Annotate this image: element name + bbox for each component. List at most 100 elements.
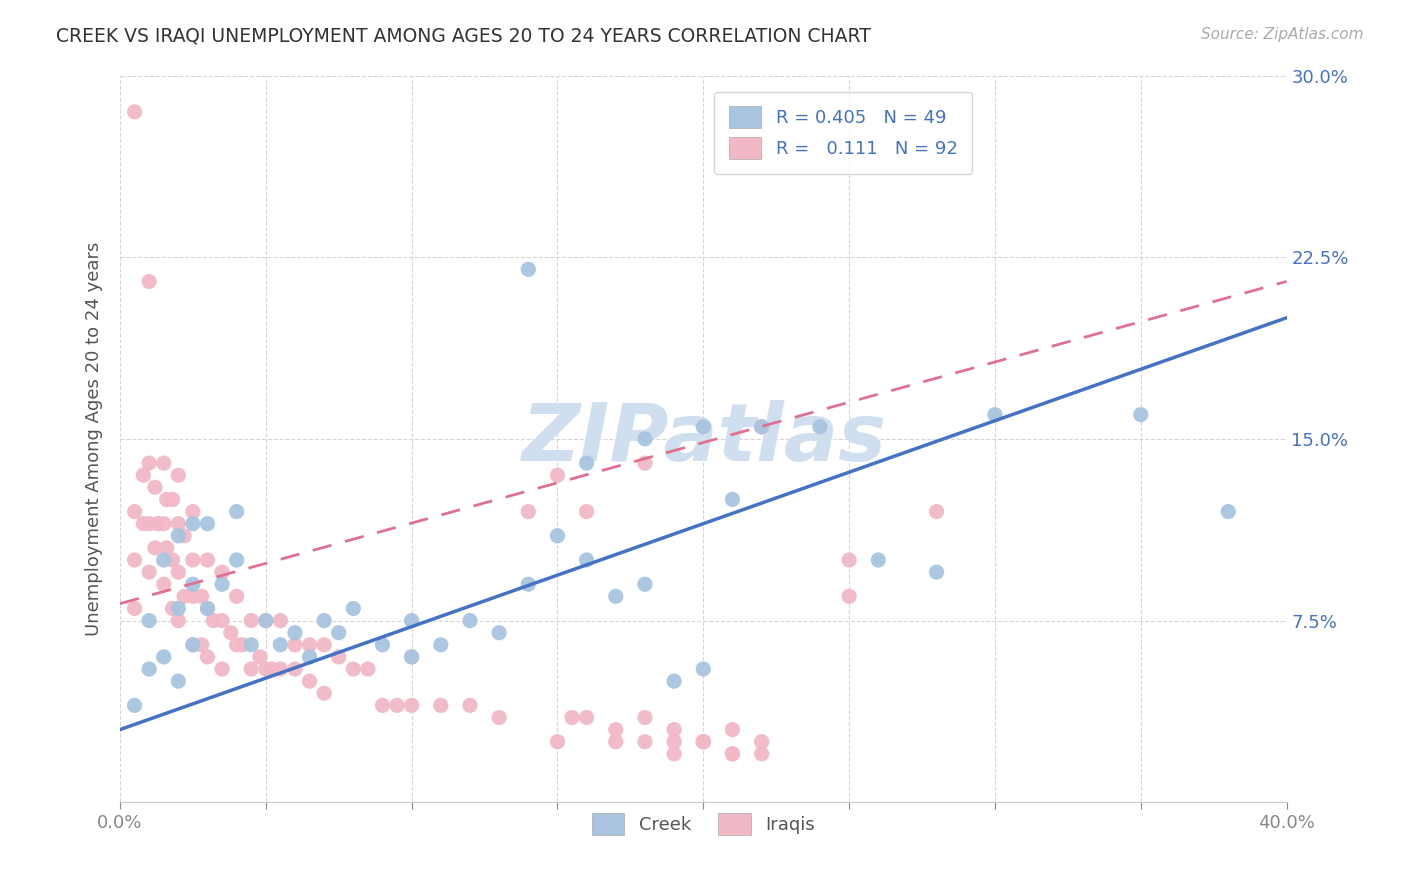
Point bbox=[167, 468, 190, 483]
Point bbox=[517, 262, 540, 277]
Point bbox=[249, 649, 271, 664]
Point bbox=[385, 698, 408, 713]
Point bbox=[838, 590, 860, 604]
Point bbox=[721, 492, 744, 507]
Point bbox=[197, 516, 219, 531]
Point bbox=[662, 723, 685, 737]
Point bbox=[211, 614, 233, 628]
Point bbox=[124, 698, 146, 713]
Point bbox=[146, 516, 169, 531]
Point bbox=[634, 710, 657, 724]
Point bbox=[488, 710, 510, 724]
Point bbox=[138, 456, 160, 470]
Point bbox=[167, 674, 190, 689]
Point bbox=[197, 601, 219, 615]
Point bbox=[269, 638, 291, 652]
Point bbox=[662, 674, 685, 689]
Point bbox=[181, 638, 204, 652]
Point bbox=[298, 674, 321, 689]
Point bbox=[488, 625, 510, 640]
Point bbox=[314, 614, 336, 628]
Point bbox=[546, 735, 568, 749]
Point bbox=[401, 649, 423, 664]
Point bbox=[751, 419, 773, 434]
Point bbox=[284, 662, 307, 676]
Point bbox=[721, 747, 744, 761]
Point bbox=[517, 505, 540, 519]
Point bbox=[138, 275, 160, 289]
Point bbox=[167, 529, 190, 543]
Point bbox=[181, 516, 204, 531]
Point bbox=[458, 698, 481, 713]
Point bbox=[162, 553, 184, 567]
Point bbox=[152, 649, 174, 664]
Point bbox=[314, 686, 336, 700]
Point bbox=[211, 577, 233, 591]
Point bbox=[132, 468, 155, 483]
Point bbox=[181, 590, 204, 604]
Text: ZIPatlas: ZIPatlas bbox=[520, 400, 886, 478]
Point bbox=[132, 516, 155, 531]
Point bbox=[984, 408, 1007, 422]
Point bbox=[167, 516, 190, 531]
Point bbox=[605, 590, 627, 604]
Point bbox=[143, 480, 166, 494]
Text: Source: ZipAtlas.com: Source: ZipAtlas.com bbox=[1201, 27, 1364, 42]
Point bbox=[751, 747, 773, 761]
Point bbox=[925, 565, 948, 579]
Point bbox=[662, 735, 685, 749]
Point bbox=[342, 662, 364, 676]
Point bbox=[328, 625, 350, 640]
Point bbox=[152, 577, 174, 591]
Point bbox=[430, 638, 453, 652]
Point bbox=[162, 492, 184, 507]
Point bbox=[202, 614, 225, 628]
Text: CREEK VS IRAQI UNEMPLOYMENT AMONG AGES 20 TO 24 YEARS CORRELATION CHART: CREEK VS IRAQI UNEMPLOYMENT AMONG AGES 2… bbox=[56, 27, 872, 45]
Point bbox=[298, 638, 321, 652]
Point bbox=[225, 638, 247, 652]
Legend: Creek, Iraqis: Creek, Iraqis bbox=[582, 804, 824, 844]
Point bbox=[751, 419, 773, 434]
Point bbox=[138, 565, 160, 579]
Point bbox=[662, 747, 685, 761]
Point bbox=[692, 735, 714, 749]
Point bbox=[181, 577, 204, 591]
Point bbox=[181, 505, 204, 519]
Point bbox=[124, 104, 146, 119]
Point bbox=[634, 432, 657, 446]
Point bbox=[692, 735, 714, 749]
Point bbox=[1218, 505, 1240, 519]
Point bbox=[254, 614, 277, 628]
Point bbox=[371, 698, 394, 713]
Point bbox=[284, 638, 307, 652]
Point bbox=[197, 553, 219, 567]
Y-axis label: Unemployment Among Ages 20 to 24 years: Unemployment Among Ages 20 to 24 years bbox=[86, 242, 103, 636]
Point bbox=[162, 601, 184, 615]
Point bbox=[225, 505, 247, 519]
Point bbox=[167, 614, 190, 628]
Point bbox=[458, 614, 481, 628]
Point bbox=[575, 553, 598, 567]
Point bbox=[357, 662, 380, 676]
Point bbox=[269, 662, 291, 676]
Point bbox=[152, 553, 174, 567]
Point bbox=[138, 614, 160, 628]
Point bbox=[211, 662, 233, 676]
Point bbox=[430, 698, 453, 713]
Point bbox=[143, 541, 166, 555]
Point bbox=[342, 601, 364, 615]
Point bbox=[225, 553, 247, 567]
Point bbox=[240, 614, 263, 628]
Point bbox=[634, 577, 657, 591]
Point bbox=[575, 505, 598, 519]
Point bbox=[605, 723, 627, 737]
Point bbox=[197, 601, 219, 615]
Point bbox=[260, 662, 283, 676]
Point bbox=[173, 529, 195, 543]
Point bbox=[190, 638, 212, 652]
Point bbox=[156, 492, 179, 507]
Point bbox=[838, 553, 860, 567]
Point bbox=[328, 649, 350, 664]
Point bbox=[314, 638, 336, 652]
Point bbox=[298, 649, 321, 664]
